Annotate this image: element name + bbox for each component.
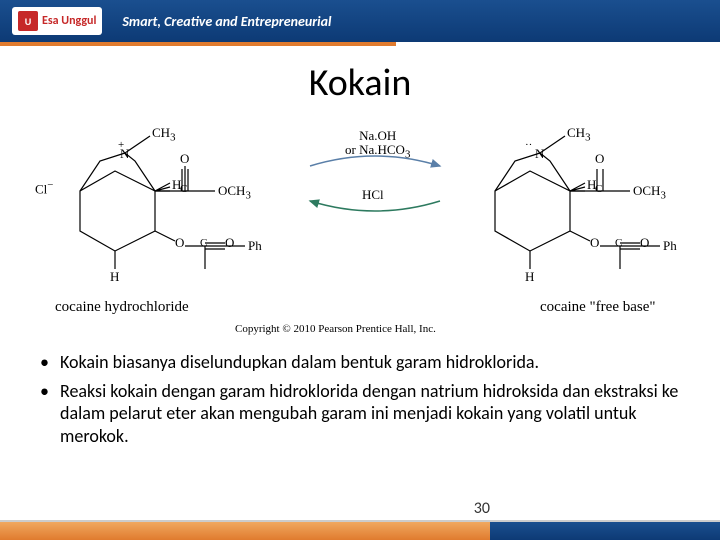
molecule-right: ·· N CH3 O C OCH3 H H O C O Ph <box>465 111 715 291</box>
atom-ch3-r: CH3 <box>567 125 590 144</box>
atom-h2: H <box>110 269 119 285</box>
atom-o-top: O <box>180 151 189 167</box>
molecule-right-label: cocaine "free base" <box>540 299 656 316</box>
bullet-1: Kokain biasanya diselundupkan dalam bent… <box>40 351 680 374</box>
header-bar: U Esa Unggul Smart, Creative and Entrepr… <box>0 0 720 42</box>
diagram-copyright: Copyright © 2010 Pearson Prentice Hall, … <box>235 323 436 335</box>
molecule-left-label: cocaine hydrochloride <box>55 299 189 316</box>
atom-ph: Ph <box>248 238 262 254</box>
atom-h1: H <box>172 177 181 193</box>
atom-o-mid-r: O <box>590 235 599 251</box>
tagline: Smart, Creative and Entrepreneurial <box>122 13 331 30</box>
arrow-top-label1: Na.OH <box>345 129 410 143</box>
chemical-diagram: Cl− + N CH3 O C OCH3 H H O C O Ph N <box>0 111 720 341</box>
atom-h1-r: H <box>587 177 596 193</box>
atom-ch3-n: CH3 <box>152 125 175 144</box>
page-number: 30 <box>474 499 490 518</box>
atom-o-mid: O <box>175 235 184 251</box>
atom-h2-r: H <box>525 269 534 285</box>
accent-line <box>0 42 396 46</box>
atom-n: N <box>120 146 129 162</box>
atom-c2-r: C <box>615 237 622 249</box>
atom-n-r: N <box>535 146 544 162</box>
atom-dots: ·· <box>525 139 532 151</box>
arrow-bottom-label: HCl <box>362 187 384 203</box>
bullet-2: Reaksi kokain dengan garam hidroklorida … <box>40 380 680 448</box>
atom-c2: C <box>200 237 207 249</box>
atom-o-bot-r: O <box>640 235 649 251</box>
arrow-top-label2: or Na.HCO3 <box>345 143 410 162</box>
logo-text: Esa Unggul <box>42 15 96 27</box>
footer-left <box>0 522 490 540</box>
footer-bar <box>0 522 720 540</box>
footer-right <box>490 522 720 540</box>
atom-o-top-r: O <box>595 151 604 167</box>
atom-cl: Cl− <box>35 179 53 197</box>
atom-och3: OCH3 <box>218 183 251 202</box>
slide-title: Kokain <box>0 60 720 106</box>
bullet-list: Kokain biasanya diselundupkan dalam bent… <box>40 351 680 447</box>
reaction-arrows: Na.OH or Na.HCO3 HCl <box>300 131 450 231</box>
atom-och3-r: OCH3 <box>633 183 666 202</box>
molecule-left: Cl− + N CH3 O C OCH3 H H O C O Ph <box>30 111 280 291</box>
logo-mark-icon: U <box>18 11 38 31</box>
atom-o-bot: O <box>225 235 234 251</box>
atom-ph-r: Ph <box>663 238 677 254</box>
logo: U Esa Unggul <box>12 7 102 35</box>
